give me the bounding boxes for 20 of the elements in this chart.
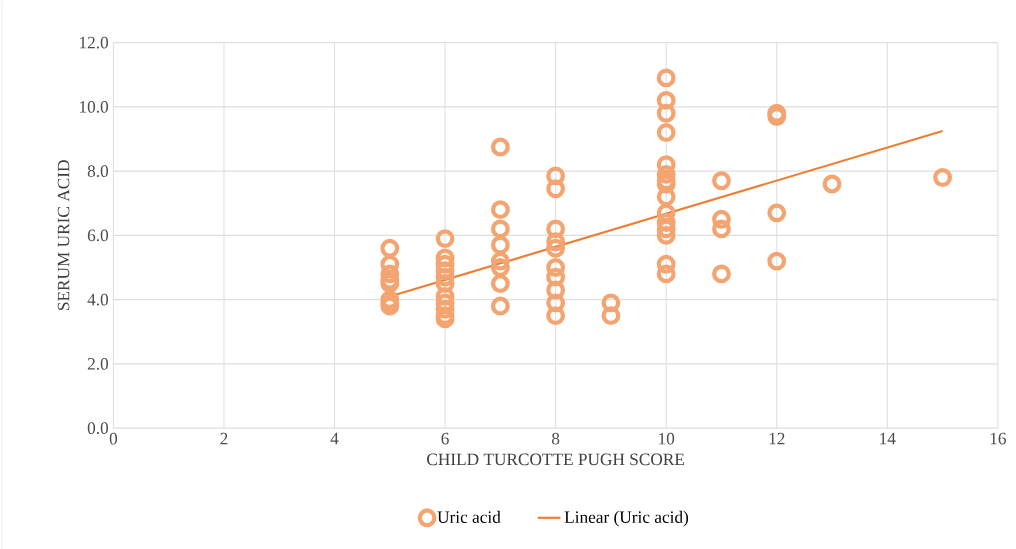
x-tick-label: 8 xyxy=(551,432,560,445)
y-tick-label: 8.0 xyxy=(87,165,109,177)
y-tick-label: 12.0 xyxy=(80,36,109,49)
y-tick-label: 2.0 xyxy=(87,357,109,370)
x-tick-label: 0 xyxy=(109,432,118,445)
x-axis-title: CHILD TURCOTTE PUGH SCORE xyxy=(427,453,685,466)
x-tick-label: 4 xyxy=(330,432,339,445)
y-axis-title: SERUM URIC ACID xyxy=(57,160,70,310)
x-tick-label: 16 xyxy=(990,432,1006,445)
y-tick-label: 10.0 xyxy=(80,100,109,113)
y-tick-label: 0.0 xyxy=(87,422,109,434)
x-tick-label: 2 xyxy=(220,432,228,445)
legend-label: Uric acid xyxy=(437,510,501,523)
x-tick-label: 14 xyxy=(880,432,896,445)
y-tick-label: 4.0 xyxy=(87,293,109,306)
x-tick-label: 6 xyxy=(441,432,449,445)
x-tick-label: 12 xyxy=(769,432,785,445)
x-tick-label: 10 xyxy=(659,432,675,445)
y-tick-label: 6.0 xyxy=(87,229,109,242)
legend-label: Linear (Uric acid) xyxy=(564,510,689,527)
